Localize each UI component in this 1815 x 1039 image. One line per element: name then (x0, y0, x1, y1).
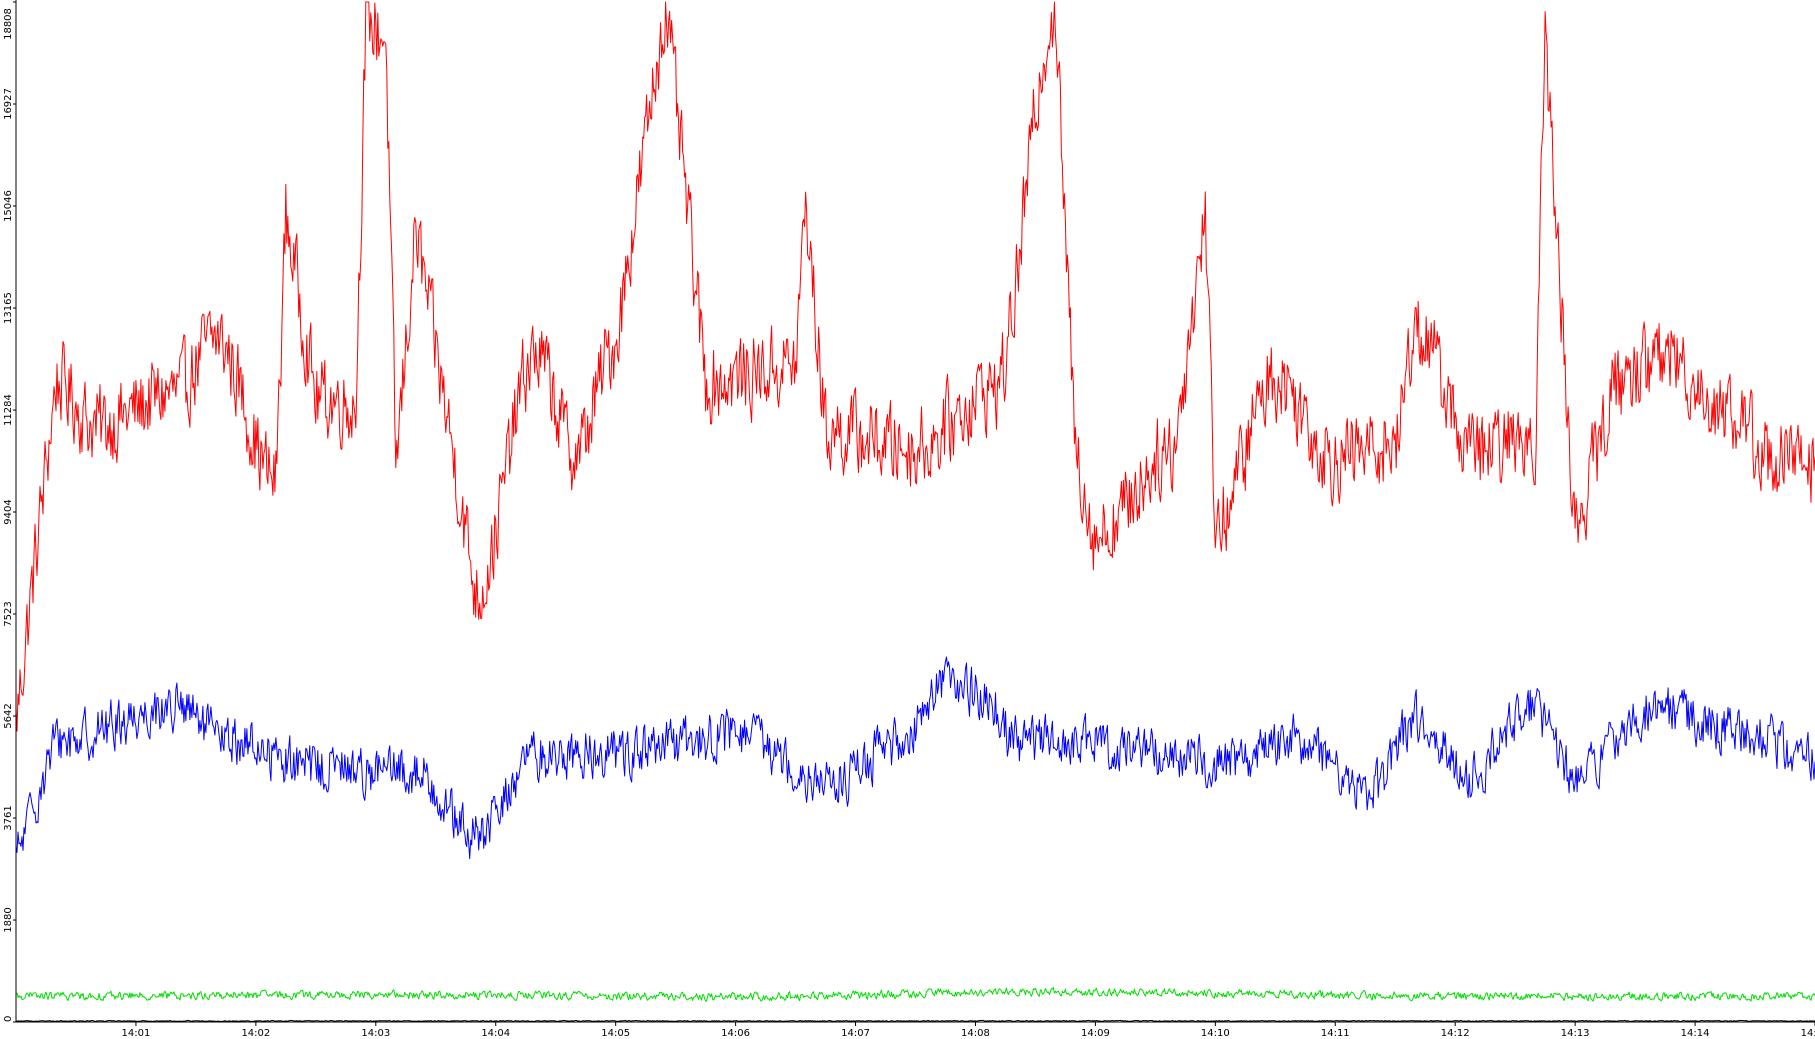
x-tick-label: 14:02 (241, 1028, 270, 1039)
x-tick-label: 14:14 (1681, 1028, 1710, 1039)
x-tick-label: 14:05 (601, 1028, 630, 1039)
x-tick-label: 14:07 (841, 1028, 870, 1039)
x-tick-label: 14:10 (1201, 1028, 1230, 1039)
series-line (15, 1019, 1815, 1022)
y-tick-label: 3761 (3, 805, 14, 830)
y-tick-label: 18808 (3, 8, 14, 40)
x-tick-label: 14:09 (1081, 1028, 1110, 1039)
x-tick-label: 14:12 (1441, 1028, 1470, 1039)
y-axis-ticks: 0 1880 3761 5642 7523 9404 11284 13165 15046 1692… (3, 1, 16, 1023)
y-tick-label: 16927 (3, 88, 14, 120)
y-tick-label: 9404 (3, 499, 14, 524)
x-tick-label: 14:03 (361, 1028, 390, 1039)
x-tick-label: 14:13 (1561, 1028, 1590, 1039)
y-tick-label: 0 (3, 1016, 14, 1022)
x-tick-label: 14:11 (1321, 1028, 1350, 1039)
y-tick-label: 7523 (3, 601, 14, 626)
series-layer (15, 1, 1815, 1022)
x-tick-label: 14:15 (1801, 1028, 1815, 1039)
y-tick-label: 1880 (3, 907, 14, 932)
series-line (15, 986, 1815, 1002)
x-tick-label: 14:08 (961, 1028, 990, 1039)
x-tick-label: 14:01 (122, 1028, 151, 1039)
y-tick-label: 13165 (3, 292, 14, 324)
x-tick-label: 14:04 (481, 1028, 510, 1039)
series-line (15, 656, 1815, 860)
x-tick-label: 14:06 (721, 1028, 750, 1039)
y-tick-label: 15046 (3, 190, 14, 222)
series-line (15, 1, 1815, 732)
x-axis-ticks: 14:01 14:02 14:03 14:04 14:05 14:06 14:07 14:08… (122, 1022, 1815, 1039)
y-tick-label: 5642 (3, 703, 14, 728)
y-tick-label: 11284 (3, 394, 14, 426)
